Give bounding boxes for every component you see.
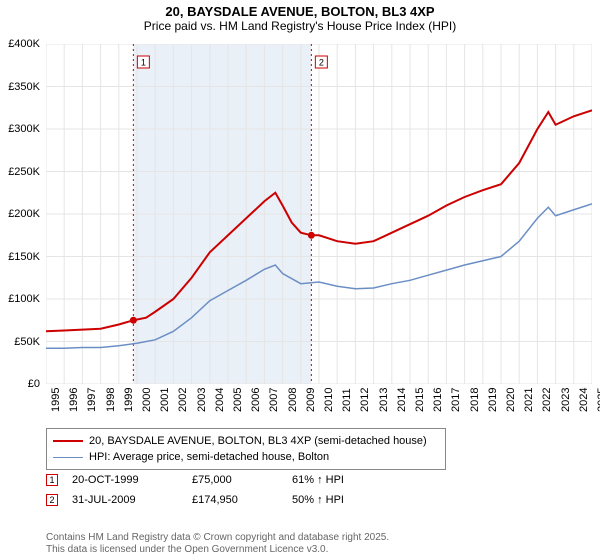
x-axis-label: 2025 <box>596 388 600 412</box>
y-axis-label: £350K <box>0 81 40 93</box>
x-axis-label: 2022 <box>541 388 553 412</box>
y-axis-label: £0 <box>0 378 40 390</box>
chart-container: 20, BAYSDALE AVENUE, BOLTON, BL3 4XP Pri… <box>0 0 600 560</box>
y-axis-label: £100K <box>0 293 40 305</box>
sale-marker-icon: 2 <box>46 494 58 506</box>
x-axis-label: 2007 <box>268 388 280 412</box>
x-axis-label: 1996 <box>68 388 80 412</box>
sale-date: 31-JUL-2009 <box>72 494 192 506</box>
x-axis-label: 2017 <box>450 388 462 412</box>
x-axis-label: 2010 <box>323 388 335 412</box>
x-axis-label: 2004 <box>214 388 226 412</box>
legend-swatch <box>53 440 83 442</box>
x-axis-label: 2020 <box>505 388 517 412</box>
x-axis-label: 2011 <box>341 388 353 412</box>
x-axis-label: 2000 <box>141 388 153 412</box>
x-axis-label: 2015 <box>414 388 426 412</box>
sale-price: £75,000 <box>192 474 292 486</box>
x-axis-label: 2013 <box>378 388 390 412</box>
x-axis-label: 1999 <box>123 388 135 412</box>
y-axis-label: £200K <box>0 208 40 220</box>
legend-item: 20, BAYSDALE AVENUE, BOLTON, BL3 4XP (se… <box>53 433 439 449</box>
sale-date: 20-OCT-1999 <box>72 474 192 486</box>
x-axis-label: 1997 <box>86 388 98 412</box>
x-axis-label: 2006 <box>250 388 262 412</box>
x-axis-label: 2005 <box>232 388 244 412</box>
x-axis-label: 1998 <box>105 388 117 412</box>
y-axis-label: £300K <box>0 123 40 135</box>
x-axis-label: 2023 <box>560 388 572 412</box>
sale-price: £174,950 <box>192 494 292 506</box>
chart-area: 12 £0£50K£100K£150K£200K£250K£300K£350K£… <box>46 44 592 384</box>
legend-label: 20, BAYSDALE AVENUE, BOLTON, BL3 4XP (se… <box>89 435 427 447</box>
footer-line1: Contains HM Land Registry data © Crown c… <box>46 532 389 544</box>
chart-svg: 12 <box>46 44 592 384</box>
y-axis-label: £400K <box>0 38 40 50</box>
x-axis-label: 2008 <box>287 388 299 412</box>
legend-label: HPI: Average price, semi-detached house,… <box>89 451 329 463</box>
legend-item: HPI: Average price, semi-detached house,… <box>53 449 439 465</box>
sale-row: 2 31-JUL-2009£174,95050% ↑ HPI <box>46 490 344 510</box>
x-axis-label: 2012 <box>359 388 371 412</box>
footer: Contains HM Land Registry data © Crown c… <box>46 532 389 556</box>
chart-subtitle: Price paid vs. HM Land Registry's House … <box>0 19 600 37</box>
y-axis-label: £250K <box>0 166 40 178</box>
x-axis-label: 2019 <box>487 388 499 412</box>
x-axis-label: 2021 <box>523 388 535 412</box>
svg-text:1: 1 <box>141 58 146 68</box>
footer-line2: This data is licensed under the Open Gov… <box>46 544 389 556</box>
x-axis-label: 2002 <box>177 388 189 412</box>
sales-list: 1 20-OCT-1999£75,00061% ↑ HPI 2 31-JUL-2009… <box>46 470 344 510</box>
chart-title: 20, BAYSDALE AVENUE, BOLTON, BL3 4XP <box>0 0 600 19</box>
svg-text:2: 2 <box>319 58 324 68</box>
x-axis-label: 2003 <box>196 388 208 412</box>
sale-hpi: 50% ↑ HPI <box>292 494 344 506</box>
x-axis-label: 2024 <box>578 388 590 412</box>
x-axis-label: 2014 <box>396 388 408 412</box>
x-axis-label: 2016 <box>432 388 444 412</box>
y-axis-label: £50K <box>0 336 40 348</box>
legend-swatch <box>53 457 83 458</box>
legend: 20, BAYSDALE AVENUE, BOLTON, BL3 4XP (se… <box>46 428 446 470</box>
sale-hpi: 61% ↑ HPI <box>292 474 344 486</box>
x-axis-label: 2018 <box>469 388 481 412</box>
x-axis-label: 2009 <box>305 388 317 412</box>
sale-marker-icon: 1 <box>46 474 58 486</box>
x-axis-label: 2001 <box>159 388 171 412</box>
x-axis-label: 1995 <box>50 388 62 412</box>
sale-row: 1 20-OCT-1999£75,00061% ↑ HPI <box>46 470 344 490</box>
y-axis-label: £150K <box>0 251 40 263</box>
